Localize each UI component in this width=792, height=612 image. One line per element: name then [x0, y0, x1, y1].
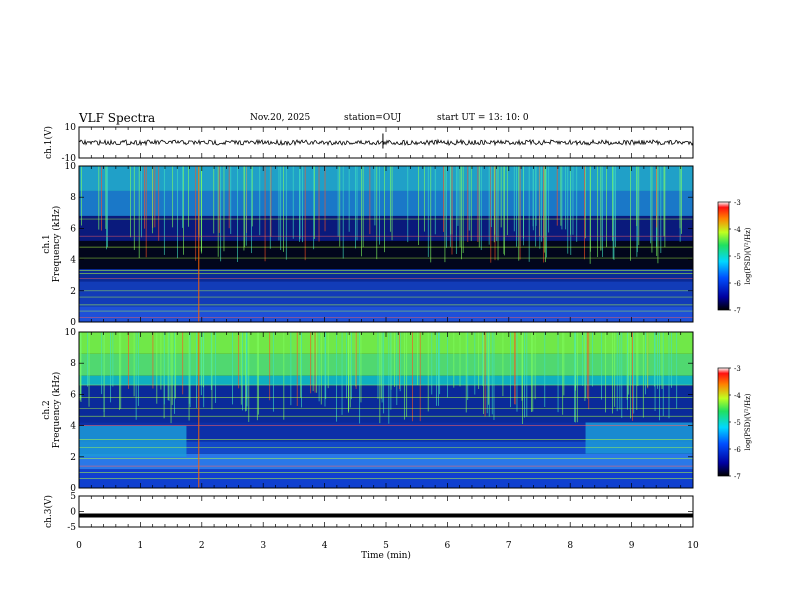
band-block-early	[79, 425, 187, 457]
colorbar-1	[717, 201, 730, 311]
y-tick-label: 10	[65, 123, 77, 133]
y-tick-label: -5	[67, 523, 76, 533]
x-tick-label: 9	[629, 541, 635, 551]
y-axis-label-ch3v: ch.3(V)	[43, 495, 54, 528]
band-layer	[79, 375, 693, 386]
x-axis-label: Time (min)	[361, 550, 411, 561]
ch1-waveform	[78, 138, 694, 147]
y-axis-label-ch1v: ch.1(V)	[43, 126, 54, 159]
y-tick-label: 8	[70, 359, 76, 369]
y-tick-label: 2	[70, 287, 76, 297]
x-tick-label: 8	[567, 541, 573, 551]
start-time-label: start UT = 13: 10: 0	[437, 113, 529, 123]
x-tick-label: 4	[322, 541, 328, 551]
y-tick-label: 4	[70, 256, 76, 266]
y-tick-label: 6	[70, 390, 76, 400]
y-tick-label: 10	[65, 328, 77, 338]
y-tick-label: 0	[70, 318, 76, 328]
colorbar-tick-label: -5	[734, 253, 741, 261]
band-layer	[79, 281, 693, 307]
colorbar-tick-label: -4	[734, 392, 741, 400]
x-tick-label: 6	[445, 541, 451, 551]
colorbar-label-1: log(PSD)(V²/Hz)	[744, 227, 752, 284]
colorbar-tick-label: -5	[734, 419, 741, 427]
y-tick-label: 5	[70, 492, 76, 502]
y-axis-label-ch2: Frequency (kHz)	[51, 372, 62, 449]
band-layer	[79, 306, 693, 322]
spectrogram-ch1	[78, 166, 693, 322]
x-tick-label: 2	[199, 541, 205, 551]
station-label: station=OUJ	[344, 113, 402, 123]
y-axis-label-ch1: Frequency (kHz)	[51, 206, 62, 283]
x-tick-label: 0	[76, 541, 82, 551]
band-block-late	[585, 422, 693, 454]
panel-label-ch2: ch.2	[42, 400, 52, 419]
colorbar-tick-label: -7	[734, 307, 741, 315]
x-tick-label: 5	[383, 541, 389, 551]
y-tick-label: 4	[70, 422, 76, 432]
y-tick-label: -10	[62, 154, 77, 164]
spectrogram-ch2	[79, 332, 693, 488]
y-tick-label: 10	[65, 162, 77, 172]
colorbar-tick-label: -6	[734, 446, 741, 454]
colorbar-2	[717, 367, 730, 477]
band-layer	[79, 453, 693, 470]
x-tick-label: 3	[260, 541, 266, 551]
colorbar-tick-label: -3	[734, 365, 741, 373]
y-tick-label: 0	[70, 508, 76, 518]
x-tick-label: 10	[687, 541, 699, 551]
x-tick-label: 7	[506, 541, 512, 551]
y-tick-label: 2	[70, 453, 76, 463]
chart-title: VLF Spectra	[79, 111, 156, 125]
date-label: Nov.20, 2025	[250, 113, 311, 123]
colorbar-tick-label: -3	[734, 199, 741, 207]
colorbar-tick-label: -6	[734, 280, 741, 288]
y-tick-label: 6	[70, 224, 76, 234]
panel-label-ch1: ch.1	[42, 234, 52, 253]
x-tick-label: 1	[138, 541, 144, 551]
y-tick-label: 8	[70, 193, 76, 203]
colorbar-label-2: log(PSD)(V²/Hz)	[744, 393, 752, 450]
colorbar-tick-label: -4	[734, 226, 741, 234]
band-layer	[79, 422, 693, 442]
y-tick-label: 0	[70, 484, 76, 494]
colorbar-tick-label: -7	[734, 473, 741, 481]
